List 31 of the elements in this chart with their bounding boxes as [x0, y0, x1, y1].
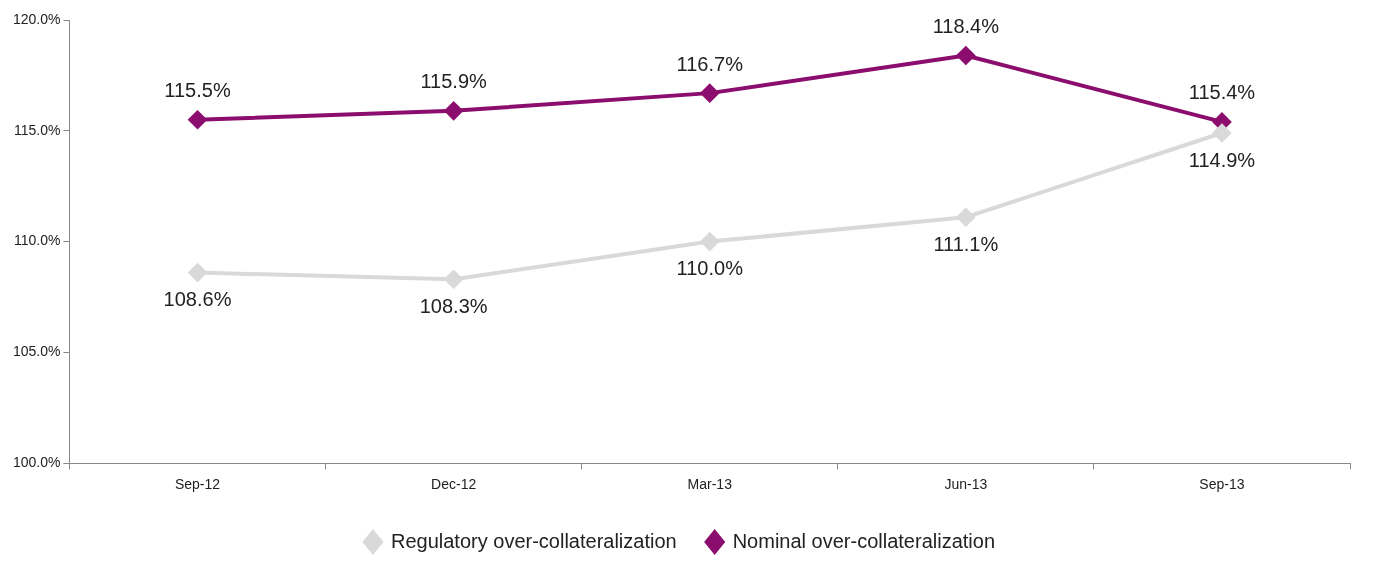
x-tick-label: Sep-12 [174, 476, 221, 493]
x-tick-label: Jun-13 [944, 476, 988, 493]
x-tick-label: Mar-13 [687, 476, 733, 493]
point [956, 208, 975, 227]
text: 115.9% [420, 70, 487, 93]
y-tick-label: 105.0% [13, 343, 61, 360]
text: 108.3% [419, 294, 488, 317]
text: 114.9% [1188, 148, 1256, 171]
y-tick-label: 115.0% [14, 121, 61, 138]
point [956, 46, 975, 65]
y-tick-label: 120.0% [13, 10, 61, 27]
point [700, 84, 719, 103]
legend-label: Nominal over-collateralization [732, 529, 996, 552]
legend-label: Regulatory over-collateralization [390, 529, 677, 552]
point [188, 110, 207, 129]
text: 118.4% [932, 14, 1000, 37]
y-tick-label: 110.0% [14, 232, 61, 249]
text: 111.1% [933, 232, 999, 255]
point [700, 232, 719, 251]
y-tick-label: 100.0% [13, 454, 61, 471]
x-tick-label: Dec-12 [431, 476, 477, 493]
point [444, 101, 463, 120]
x-tick-label: Sep-13 [1199, 476, 1245, 493]
point [188, 263, 207, 282]
text: 115.4% [1188, 81, 1256, 104]
text: 115.5% [164, 79, 231, 102]
text: 116.7% [676, 52, 743, 75]
text: 108.6% [163, 288, 232, 311]
text: 110.0% [676, 257, 743, 280]
point [444, 270, 463, 289]
point [1212, 124, 1231, 143]
